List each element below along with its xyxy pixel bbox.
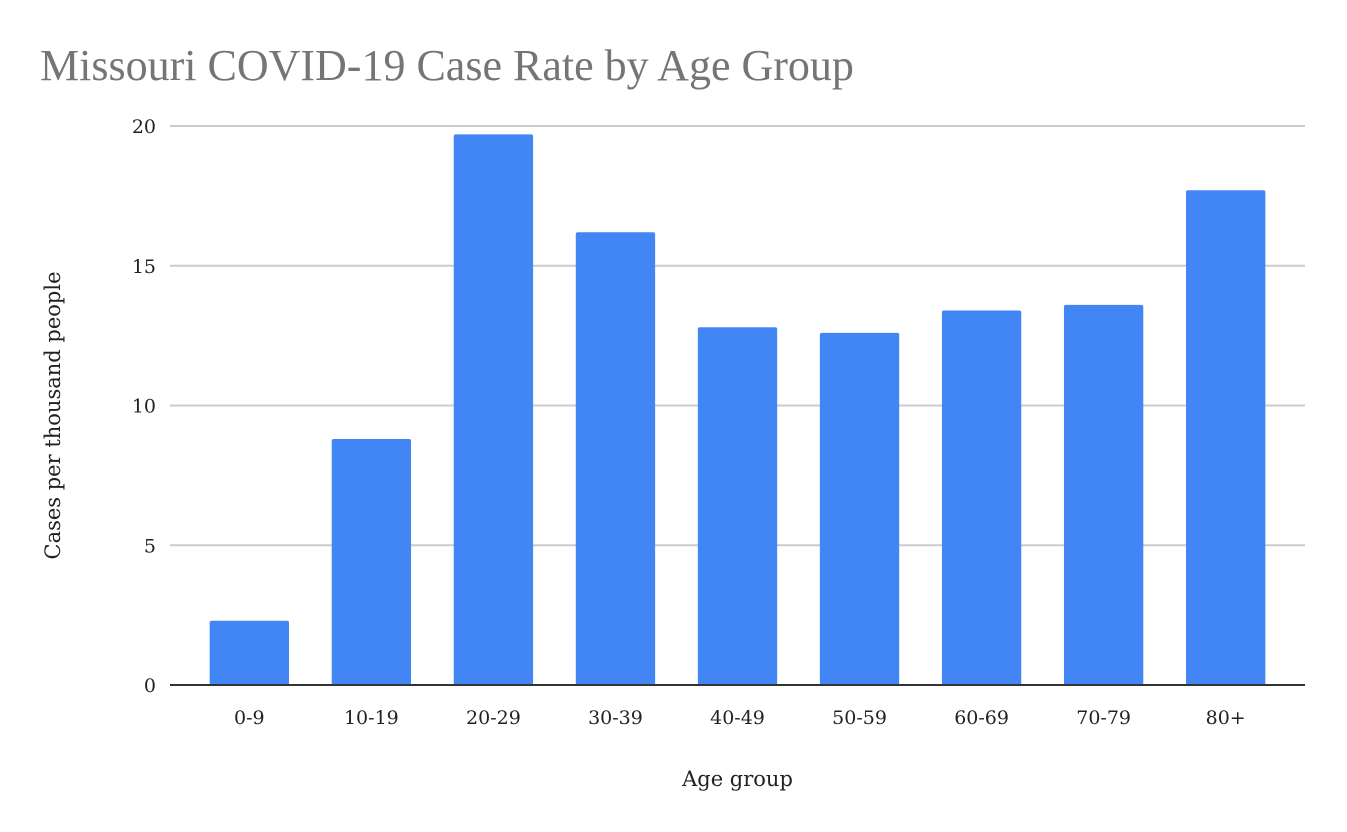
y-tick-label: 20: [132, 116, 156, 138]
bar-30-39: [575, 232, 656, 685]
x-tick-label: 20-29: [466, 707, 521, 729]
bar-60-69: [941, 310, 1022, 685]
bar-50-59: [819, 332, 900, 685]
y-tick-label: 15: [132, 256, 156, 278]
x-tick-label: 60-69: [954, 707, 1009, 729]
x-tick-label: 70-79: [1076, 707, 1131, 729]
bar-20-29: [453, 134, 534, 685]
x-tick-label: 40-49: [710, 707, 765, 729]
x-tick-label: 50-59: [832, 707, 887, 729]
x-tick-label: 80+: [1206, 707, 1246, 729]
x-tick-label: 0-9: [234, 707, 265, 729]
y-tick-label: 5: [144, 535, 156, 557]
y-axis-tick-labels: 0 5 10 15 20: [132, 116, 156, 697]
bars: [209, 134, 1266, 685]
x-tick-label: 10-19: [344, 707, 399, 729]
y-axis-title: Cases per thousand people: [41, 271, 65, 559]
bar-10-19: [331, 439, 412, 685]
y-tick-label: 0: [144, 675, 156, 697]
bar-80+: [1186, 190, 1266, 685]
bar-40-49: [697, 327, 778, 685]
chart-title: Missouri COVID-19 Case Rate by Age Group: [40, 41, 854, 90]
x-axis-title: Age group: [681, 767, 793, 791]
bar-70-79: [1063, 304, 1144, 685]
bar-0-9: [209, 620, 289, 685]
y-tick-label: 10: [132, 396, 156, 418]
x-tick-label: 30-39: [588, 707, 643, 729]
x-axis-tick-labels: 0-9 10-19 20-29 30-39 40-49 50-59 60-69 70-79 80…: [234, 707, 1246, 729]
